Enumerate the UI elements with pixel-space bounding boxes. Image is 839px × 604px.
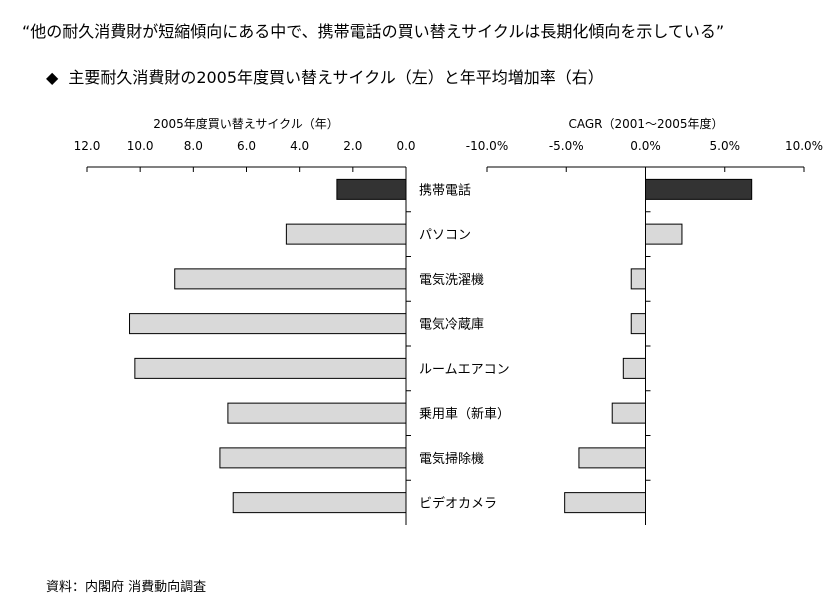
axes — [86, 166, 805, 525]
category-label: 乗用車（新車） — [419, 406, 510, 422]
right-bar — [630, 268, 646, 290]
right-bar — [564, 492, 646, 514]
left-bar — [174, 268, 407, 290]
category-label: 電気掃除機 — [419, 451, 484, 467]
left-bar — [336, 178, 407, 200]
category-label: 携帯電話 — [419, 182, 471, 198]
left-bar — [285, 223, 407, 245]
category-label: 電気洗濯機 — [419, 272, 484, 288]
headline: “他の耐久消費財が短縮傾向にある中で、携帯電話の買い替えサイクルは長期化傾向を示… — [22, 22, 725, 41]
left-bars — [129, 178, 407, 514]
left-axis-ticks: 12.0 10.0 8.0 6.0 4.0 2.0 0.0 — [74, 139, 416, 153]
left-tick-label: 10.0 — [127, 139, 154, 153]
left-tick-label: 2.0 — [343, 139, 362, 153]
left-tick-label: 4.0 — [290, 139, 309, 153]
right-bar — [622, 357, 646, 379]
category-label: パソコン — [419, 228, 471, 243]
right-tick-label: -10.0% — [466, 139, 508, 153]
right-bar — [578, 447, 646, 469]
left-bar — [219, 447, 407, 469]
right-tick-label: 10.0% — [785, 139, 823, 153]
left-tick-label: 6.0 — [237, 139, 256, 153]
left-chart-title: 2005年度買い替えサイクル（年） — [153, 116, 339, 131]
right-tick-label: -5.0% — [549, 139, 584, 153]
right-tick-label: 5.0% — [710, 139, 741, 153]
diamond-bullet-icon: ◆ — [46, 68, 59, 87]
left-bar — [227, 402, 407, 424]
category-label: 電気冷蔵庫 — [419, 317, 484, 333]
right-tick-label: 0.0% — [630, 139, 661, 153]
left-tick-label: 8.0 — [184, 139, 203, 153]
right-bar — [645, 178, 753, 200]
right-chart-title: CAGR（2001～2005年度） — [568, 116, 723, 131]
right-bar — [630, 313, 646, 335]
left-tick-label: 0.0 — [396, 139, 415, 153]
left-bar — [134, 357, 407, 379]
left-bar — [232, 492, 407, 514]
left-bar — [129, 313, 407, 335]
category-label: ルームエアコン — [419, 362, 510, 377]
category-label: ビデオカメラ — [419, 496, 497, 512]
right-bars — [564, 178, 753, 514]
right-axis-ticks: -10.0% -5.0% 0.0% 5.0% 10.0% — [466, 139, 823, 153]
right-bar — [645, 223, 683, 245]
chart-subtitle-text: 主要耐久消費財の2005年度買い替えサイクル（左）と年平均増加率（右） — [68, 68, 604, 87]
left-tick-label: 12.0 — [74, 139, 101, 153]
right-bar — [611, 402, 647, 424]
source-note: 資料：内閣府 消費動向調査 — [46, 580, 207, 595]
chart-subtitle: ◆ 主要耐久消費財の2005年度買い替えサイクル（左）と年平均増加率（右） — [46, 68, 604, 87]
